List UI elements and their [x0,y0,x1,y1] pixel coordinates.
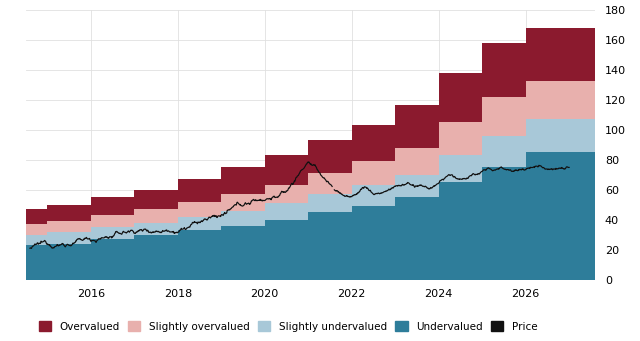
Bar [256,244,261,280]
Bar [180,253,186,280]
Bar [62,266,67,280]
Bar [29,270,35,280]
Bar [213,249,218,280]
Bar [138,258,143,280]
Bar [396,223,401,280]
Bar [526,223,531,280]
Bar [332,223,337,280]
Bar [170,254,175,280]
Bar [483,223,488,280]
Bar [235,247,239,280]
Bar [375,223,380,280]
Bar [224,248,228,280]
Bar [310,231,315,280]
Y-axis label: Price: Price [634,130,640,160]
Legend: Overvalued, Slightly overvalued, Slightly undervalued, Undervalued, Price: Overvalued, Slightly overvalued, Slightl… [35,317,541,336]
Bar [278,242,283,280]
Bar [569,223,574,280]
Bar [547,223,552,280]
Bar [418,223,423,280]
Bar [127,259,132,280]
Bar [558,223,563,280]
Bar [105,262,110,280]
Bar [580,223,584,280]
Bar [461,223,466,280]
Bar [191,252,196,280]
Bar [515,223,520,280]
Bar [385,223,390,280]
Bar [440,223,444,280]
Bar [321,229,326,280]
Bar [364,223,369,280]
Bar [342,223,348,280]
Bar [40,269,45,280]
Bar [451,223,455,280]
Bar [51,267,56,280]
Bar [289,241,293,280]
Bar [116,260,121,280]
Bar [148,257,153,280]
Bar [73,265,77,280]
Bar [493,223,499,280]
Bar [300,240,304,280]
Bar [429,223,434,280]
Bar [267,243,272,280]
Bar [536,223,541,280]
Bar [84,264,88,280]
Bar [159,255,164,280]
Bar [202,251,207,280]
Bar [407,223,412,280]
Bar [504,223,509,280]
Bar [472,223,477,280]
Bar [94,263,99,280]
Bar [245,246,250,280]
Bar [353,223,358,280]
